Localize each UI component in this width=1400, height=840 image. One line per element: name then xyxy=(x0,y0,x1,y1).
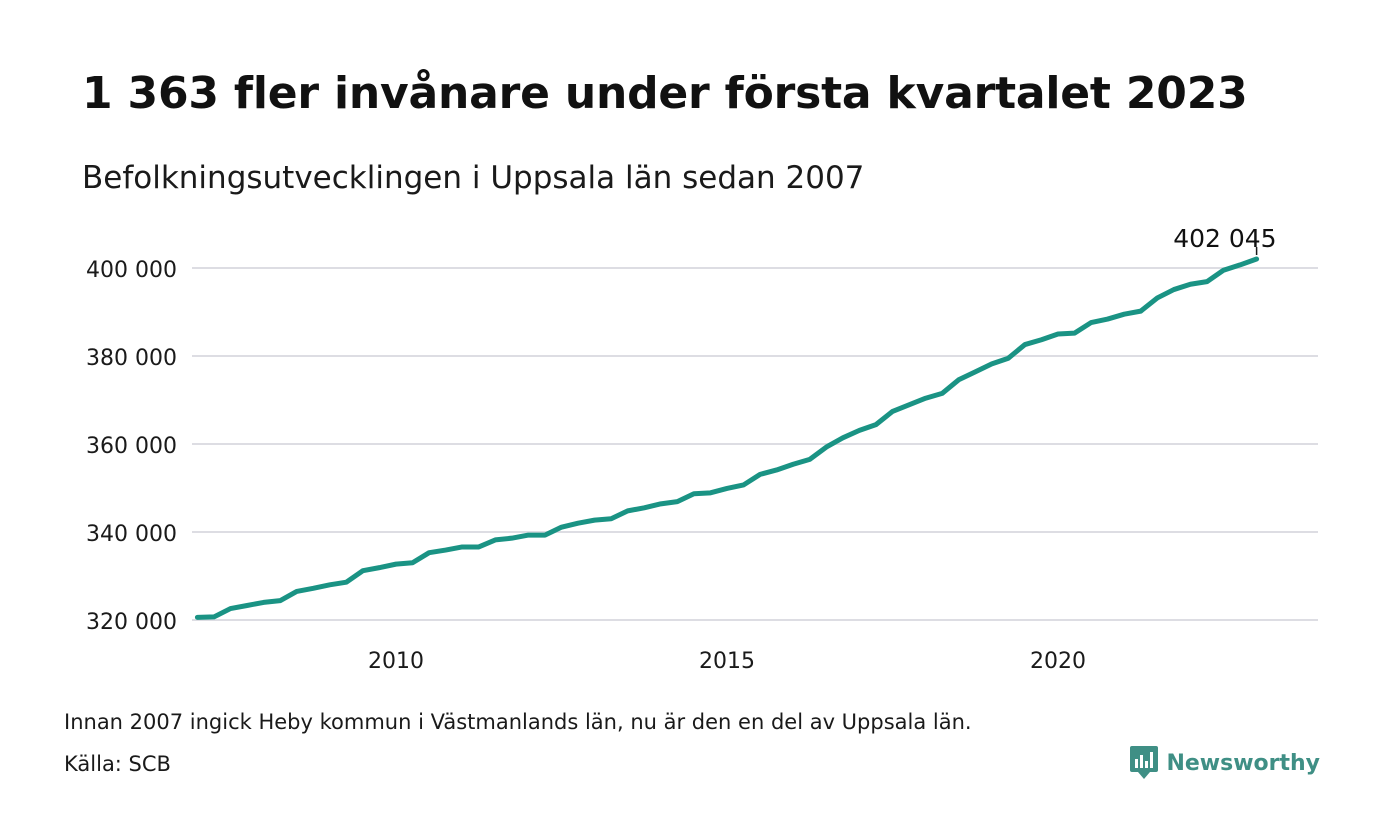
y-axis-ticks: 320 000 340 000 360 000 380 000 400 000 xyxy=(86,258,177,635)
x-axis-ticks: 2010 2015 2020 xyxy=(368,649,1086,674)
source-note: Källa: SCB xyxy=(64,752,171,776)
grid-lines xyxy=(192,267,1318,621)
series-line xyxy=(194,256,1260,620)
chart-title: 1 363 fler invånare under första kvartal… xyxy=(82,68,1248,119)
y-tick-label: 360 000 xyxy=(86,434,177,459)
last-value-label: 402 045 xyxy=(1173,224,1276,253)
chart-subtitle: Befolkningsutvecklingen i Uppsala län se… xyxy=(82,160,865,196)
brand-name: Newsworthy xyxy=(1166,750,1320,776)
brand-logo: Newsworthy xyxy=(1130,746,1320,780)
annotations: 402 045 xyxy=(1173,224,1277,256)
footnote: Innan 2007 ingick Heby kommun i Västmanl… xyxy=(64,710,972,734)
y-tick-label: 320 000 xyxy=(86,610,177,635)
newsworthy-logo-icon xyxy=(1130,746,1159,779)
y-tick-label: 380 000 xyxy=(86,346,177,371)
y-tick-label: 400 000 xyxy=(86,258,177,283)
x-tick-label: 2020 xyxy=(1030,649,1086,674)
x-tick-label: 2015 xyxy=(699,649,755,674)
series-layer xyxy=(194,256,1260,620)
y-tick-label: 340 000 xyxy=(86,522,177,547)
population-line-chart: 320 000 340 000 360 000 380 000 400 000 2010… xyxy=(86,224,1318,674)
x-tick-label: 2010 xyxy=(368,649,424,674)
